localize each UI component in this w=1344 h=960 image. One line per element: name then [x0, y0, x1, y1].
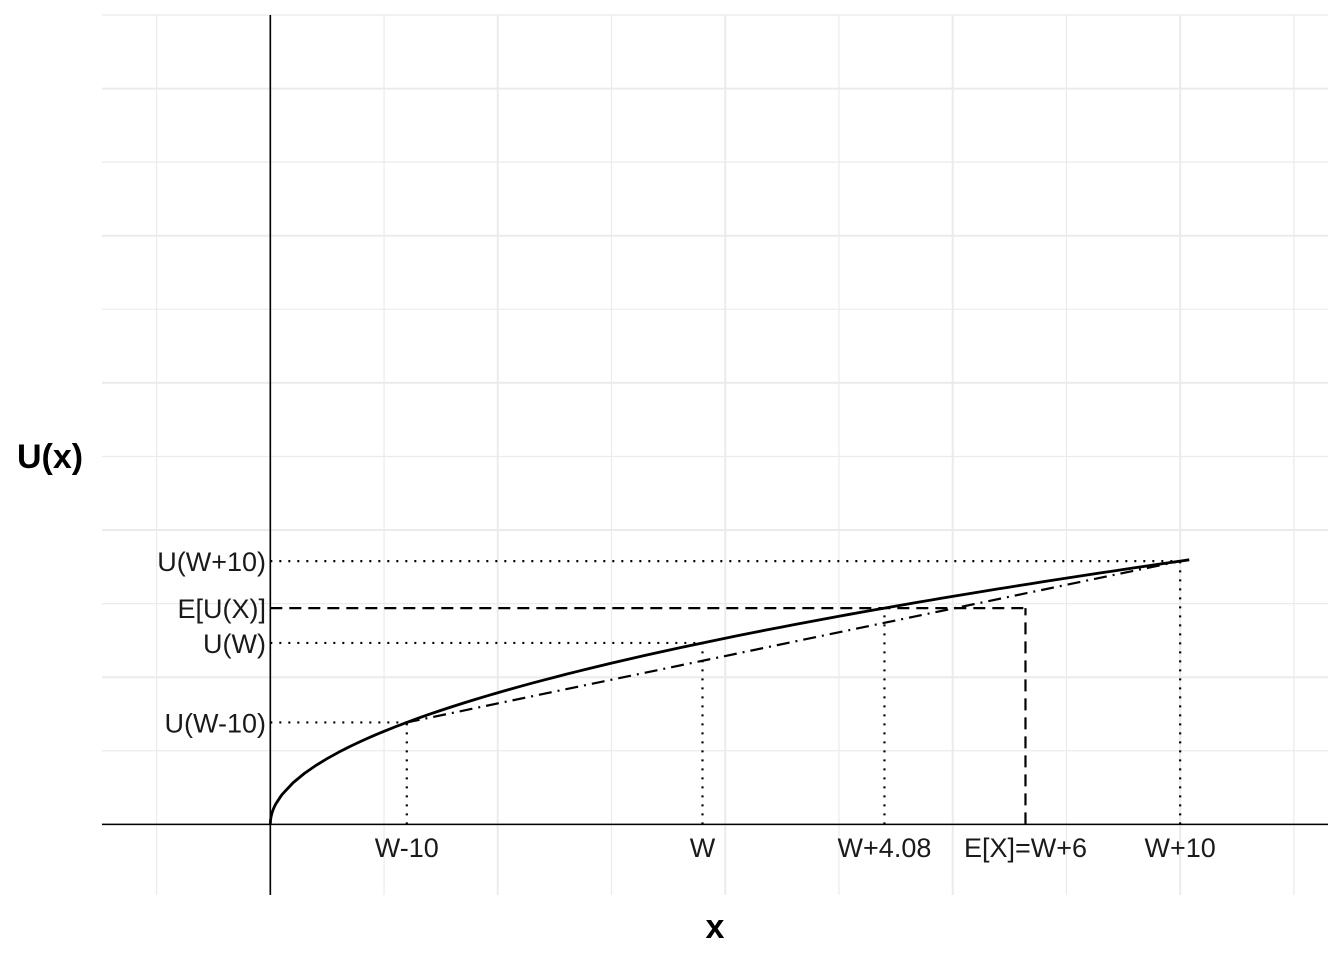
x-tick-label: W — [690, 833, 716, 863]
series-layer — [268, 558, 1190, 825]
y-gridlines — [102, 14, 1328, 826]
x-tick-label: E[X]=W+6 — [964, 833, 1087, 863]
x-gridlines — [155, 15, 1295, 895]
y-axis-title: U(x) — [17, 438, 83, 476]
y-tick-label: U(W) — [203, 629, 266, 659]
x-tick-labels: W-10 W W+4.08 E[X]=W+6 W+10 — [375, 833, 1216, 863]
guide-lines — [270, 560, 1182, 825]
y-tick-label: U(W+10) — [157, 547, 266, 577]
utility-curve — [268, 558, 1190, 825]
y-tick-label: U(W-10) — [164, 708, 266, 738]
x-tick-label: W-10 — [375, 833, 439, 863]
x-tick-label: W+4.08 — [838, 833, 932, 863]
axes — [102, 15, 1328, 895]
y-tick-label: E[U(X)] — [177, 594, 266, 624]
x-axis-title: x — [706, 908, 725, 946]
x-tick-label: W+10 — [1145, 833, 1216, 863]
y-tick-labels: U(W+10) E[U(X)] U(W) U(W-10) — [157, 547, 266, 738]
chord-line — [406, 560, 1181, 724]
